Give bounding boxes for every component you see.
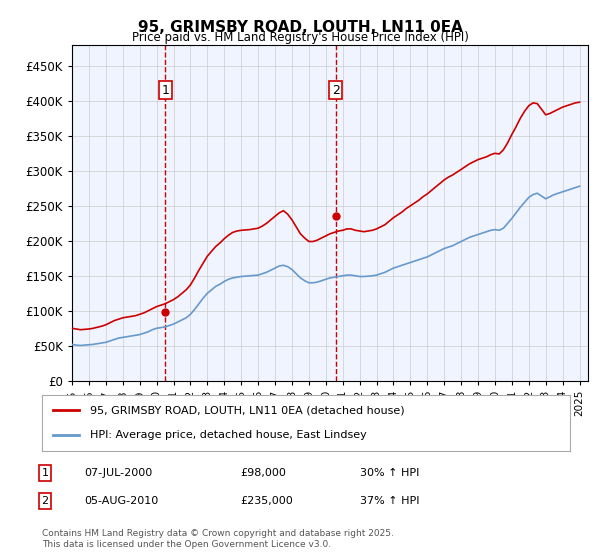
- Text: 30% ↑ HPI: 30% ↑ HPI: [360, 468, 419, 478]
- Text: 2: 2: [41, 496, 49, 506]
- Text: 07-JUL-2000: 07-JUL-2000: [84, 468, 152, 478]
- Text: £98,000: £98,000: [240, 468, 286, 478]
- Text: 05-AUG-2010: 05-AUG-2010: [84, 496, 158, 506]
- Text: 95, GRIMSBY ROAD, LOUTH, LN11 0EA: 95, GRIMSBY ROAD, LOUTH, LN11 0EA: [137, 20, 463, 35]
- Text: Contains HM Land Registry data © Crown copyright and database right 2025.
This d: Contains HM Land Registry data © Crown c…: [42, 529, 394, 549]
- Text: HPI: Average price, detached house, East Lindsey: HPI: Average price, detached house, East…: [89, 430, 366, 440]
- Text: 2: 2: [332, 84, 340, 97]
- Text: 95, GRIMSBY ROAD, LOUTH, LN11 0EA (detached house): 95, GRIMSBY ROAD, LOUTH, LN11 0EA (detac…: [89, 405, 404, 416]
- Text: 1: 1: [41, 468, 49, 478]
- Text: 37% ↑ HPI: 37% ↑ HPI: [360, 496, 419, 506]
- Text: Price paid vs. HM Land Registry's House Price Index (HPI): Price paid vs. HM Land Registry's House …: [131, 31, 469, 44]
- Text: £235,000: £235,000: [240, 496, 293, 506]
- Text: 1: 1: [161, 84, 169, 97]
